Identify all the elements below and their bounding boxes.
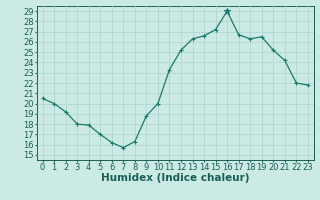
X-axis label: Humidex (Indice chaleur): Humidex (Indice chaleur) [101,173,250,183]
